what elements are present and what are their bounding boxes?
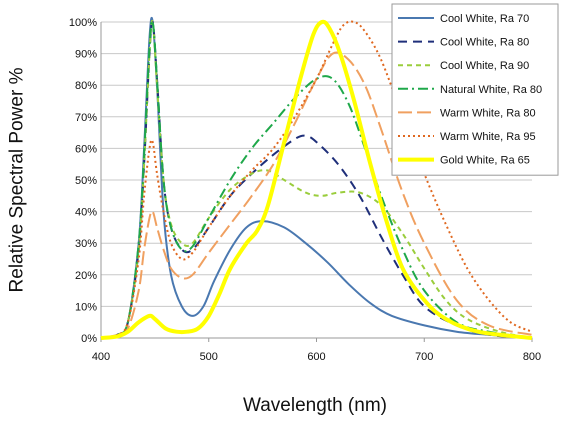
series-lines <box>100 16 533 340</box>
y-tick-label: 80% <box>75 80 97 92</box>
x-tick-label: 500 <box>200 351 218 363</box>
legend: Cool White, Ra 70 Cool White, Ra 80 Cool W… <box>391 3 559 176</box>
legend-label: Warm White, Ra 95 <box>440 131 536 143</box>
legend-label: Cool White, Ra 90 <box>440 60 529 72</box>
y-axis-label: Relative Spectral Power % <box>6 67 27 293</box>
series-line-warm-white-ra-80 <box>100 51 533 339</box>
y-axis-label-wrap: Relative Spectral Power % <box>4 10 30 350</box>
y-tick-label: 30% <box>75 238 97 250</box>
x-tick-label: 600 <box>307 351 325 363</box>
legend-label: Gold White, Ra 65 <box>440 155 530 167</box>
y-tick-label: 10% <box>75 301 97 313</box>
y-tick-label: 50% <box>75 175 97 187</box>
series-line-cool-white-ra-90 <box>100 19 533 339</box>
y-tick-label: 20% <box>75 270 97 282</box>
series-line-natural-white-ra-80 <box>100 19 533 339</box>
legend-label: Natural White, Ra 80 <box>440 84 542 96</box>
y-tick-label: 100% <box>69 17 97 29</box>
y-tick-labels: 0% 10% 20% 30% 40% 50% 60% 70% 80% 90% 100% <box>69 17 97 345</box>
x-tick-label: 700 <box>415 351 433 363</box>
y-tick-label: 70% <box>75 112 97 124</box>
x-tick-label: 400 <box>92 351 110 363</box>
legend-label: Cool White, Ra 70 <box>440 13 529 25</box>
x-tick-labels: 400 500 600 700 800 <box>92 338 541 363</box>
legend-label: Warm White, Ra 80 <box>440 107 536 119</box>
y-tick-label: 60% <box>75 143 97 155</box>
series-line-gold-white-ra-65 <box>100 19 533 340</box>
y-tick-label: 40% <box>75 207 97 219</box>
x-tick-label: 800 <box>523 351 541 363</box>
x-axis-label: Wavelength (nm) <box>243 395 387 416</box>
y-tick-label: 0% <box>81 333 97 345</box>
y-tick-label: 90% <box>75 49 97 61</box>
series-line-warm-white-ra-95 <box>100 20 533 339</box>
legend-label: Cool White, Ra 80 <box>440 37 529 49</box>
